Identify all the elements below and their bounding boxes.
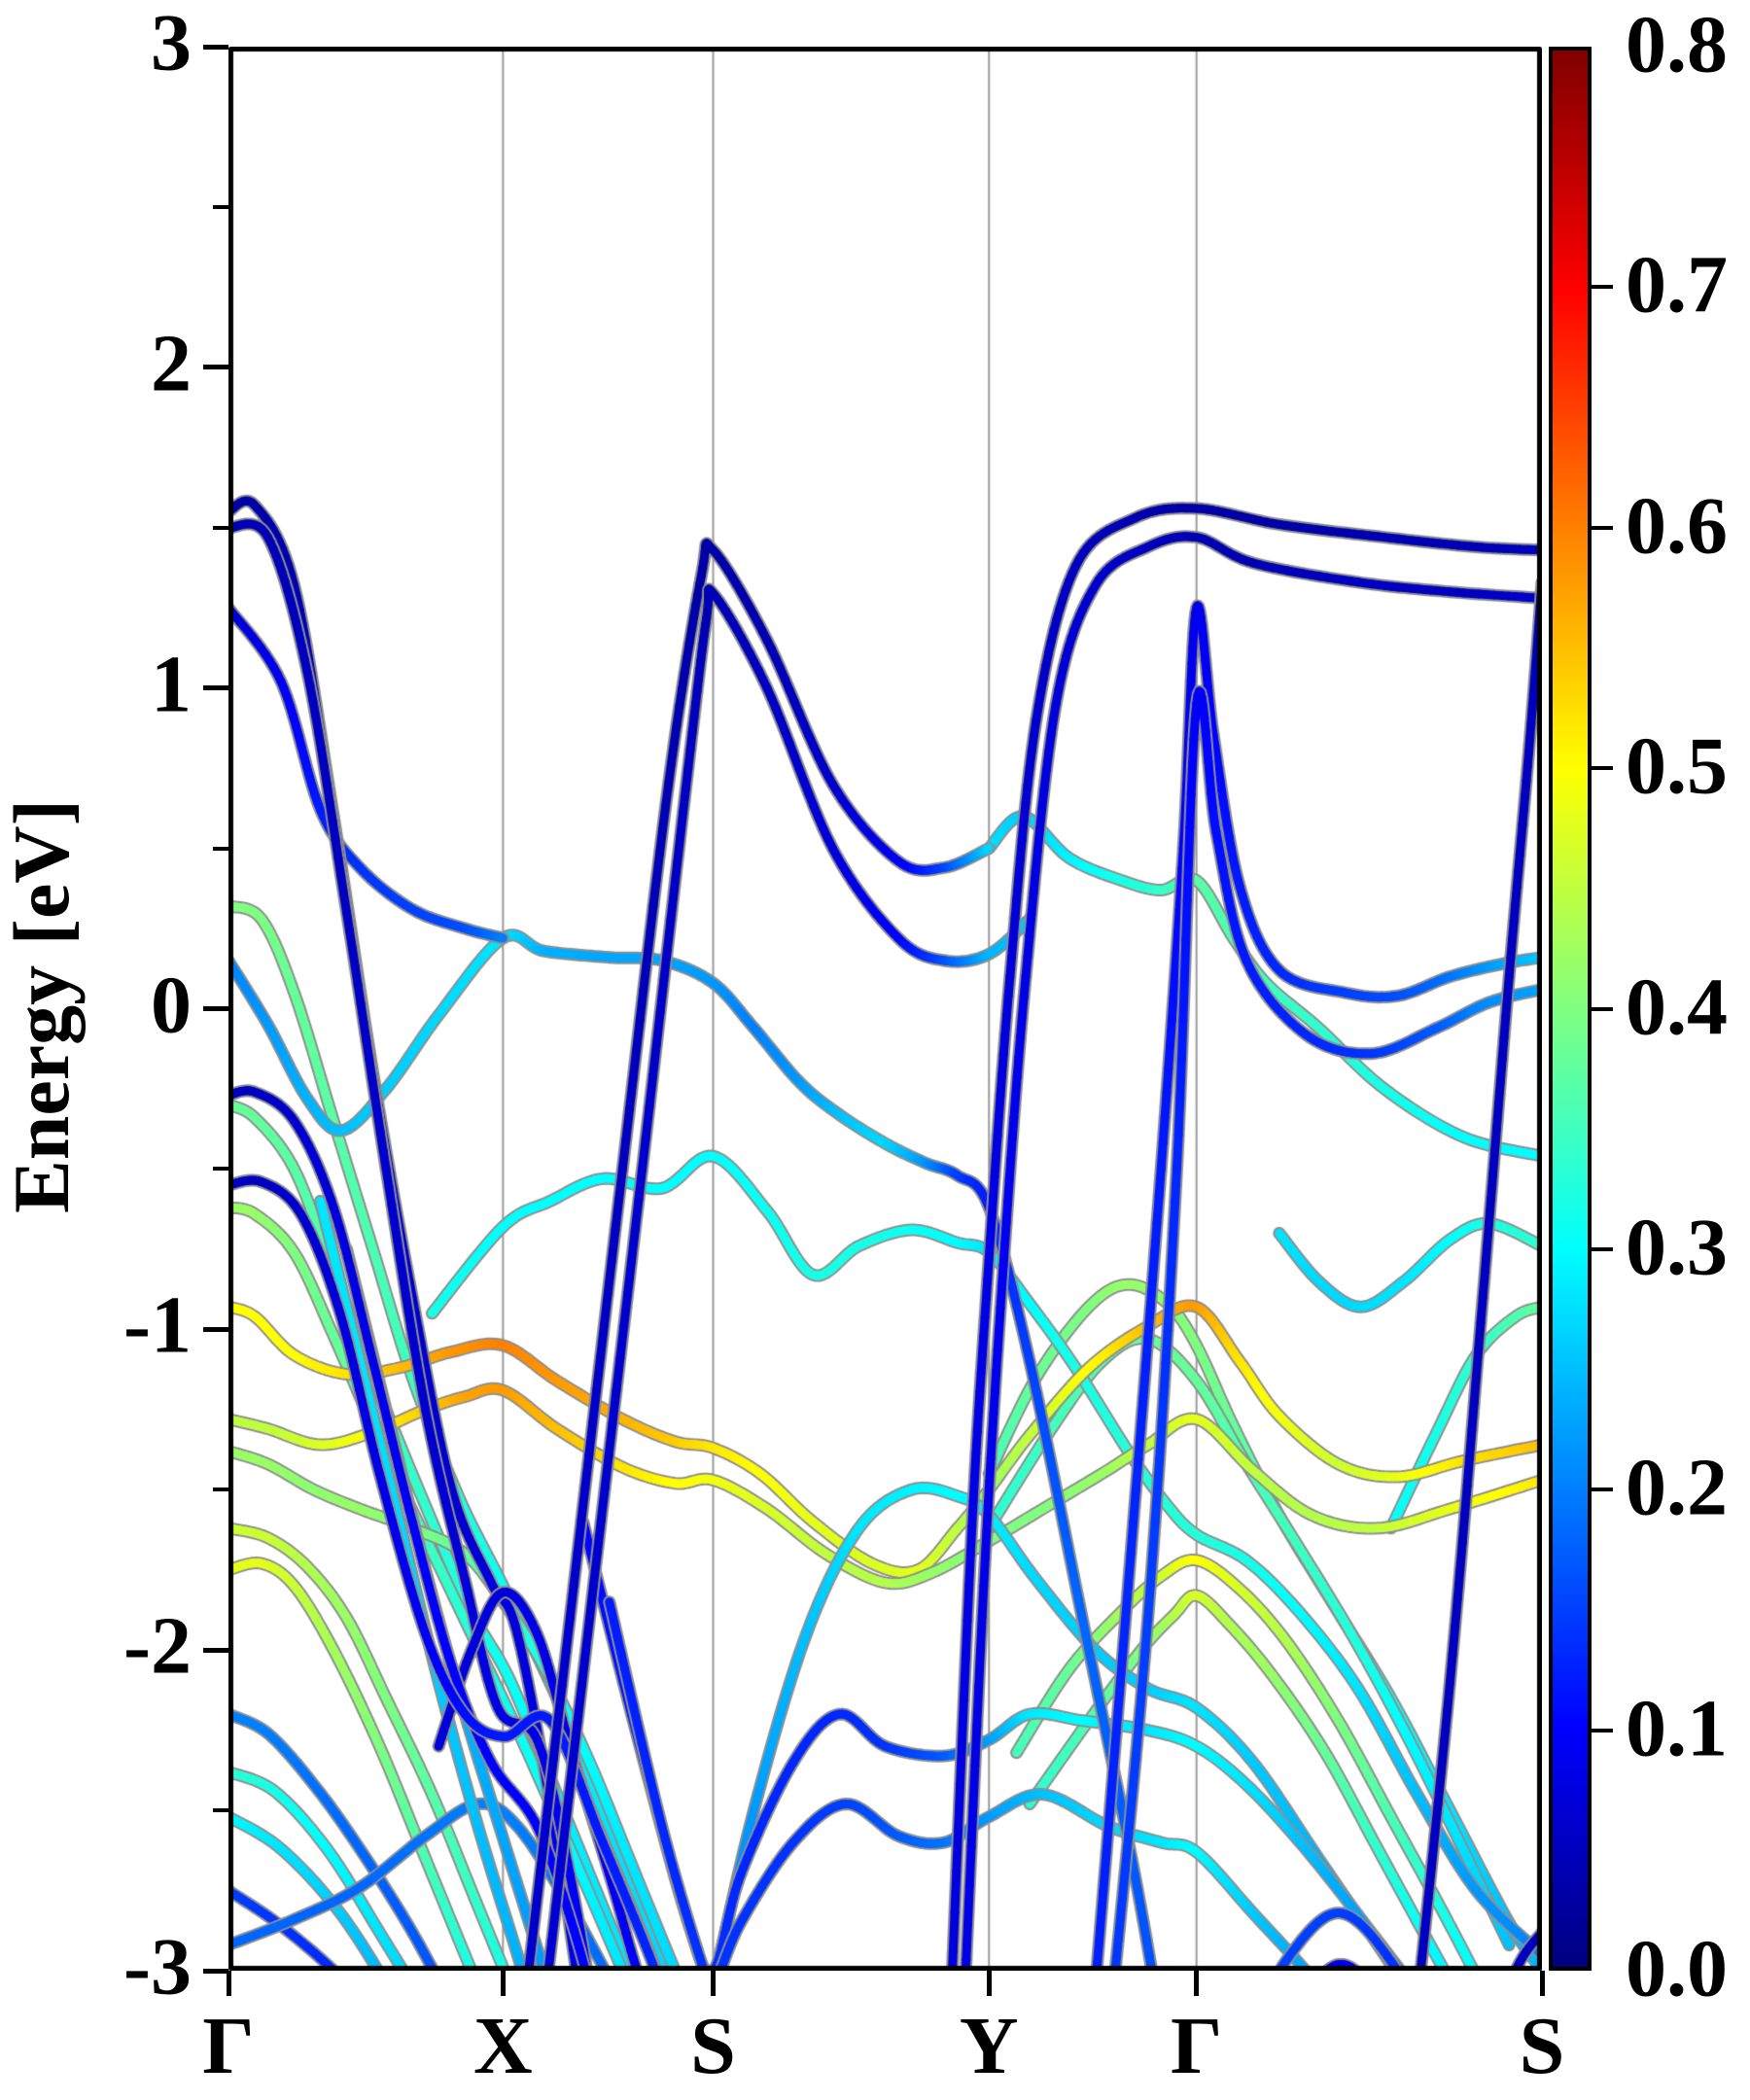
x-tick-label: S (690, 2001, 736, 2091)
colorbar (1549, 47, 1592, 1971)
y-minor-tick (213, 1808, 228, 1813)
colorbar-tick-label: 0.0 (1626, 1923, 1728, 2014)
y-tick-label: 0 (151, 960, 192, 1051)
colorbar-tick-label: 0.6 (1626, 480, 1728, 572)
x-tick-label: X (473, 2001, 533, 2091)
colorbar-tick (1592, 285, 1613, 290)
y-major-tick (203, 1968, 228, 1974)
x-major-tick (500, 1971, 506, 1996)
x-tick-label: S (1519, 2001, 1565, 2091)
y-major-tick (203, 365, 228, 370)
y-minor-tick (213, 1167, 228, 1172)
colorbar-tick (1592, 1728, 1613, 1732)
colorbar-tick (1592, 1488, 1613, 1492)
colorbar-tick-label: 0.1 (1626, 1683, 1728, 1774)
colorbar-tick-label: 0.3 (1626, 1202, 1728, 1293)
y-tick-label: -1 (123, 1279, 192, 1371)
band-structure-canvas (228, 47, 1542, 1971)
colorbar-tick (1592, 1006, 1613, 1011)
y-major-tick (203, 685, 228, 691)
y-major-tick (203, 1006, 228, 1011)
y-tick-label: -3 (123, 1921, 192, 2012)
x-major-tick (1194, 1971, 1200, 1996)
y-tick-label: 1 (151, 639, 192, 730)
colorbar-tick-label: 0.4 (1626, 962, 1728, 1053)
x-tick-label: Y (959, 2001, 1019, 2091)
colorbar-tick (1592, 1246, 1613, 1251)
y-major-tick (203, 44, 228, 50)
y-minor-tick (213, 846, 228, 851)
colorbar-tick-label: 0.5 (1626, 720, 1728, 812)
y-tick-label: -2 (123, 1600, 192, 1692)
colorbar-tick (1592, 525, 1613, 530)
y-minor-tick (213, 525, 228, 530)
x-tick-label: Γ (1170, 2001, 1223, 2091)
x-major-tick (986, 1971, 992, 1996)
colorbar-tick-label: 0.7 (1626, 239, 1728, 331)
colorbar-tick-label: 0.8 (1626, 0, 1728, 90)
y-tick-label: 2 (151, 318, 192, 409)
y-minor-tick (213, 204, 228, 209)
x-major-tick (226, 1971, 231, 1996)
y-tick-label: 3 (151, 0, 192, 88)
y-minor-tick (213, 1488, 228, 1492)
y-major-tick (203, 1647, 228, 1653)
x-tick-label: Γ (202, 2001, 255, 2091)
x-major-tick (1539, 1971, 1545, 1996)
y-major-tick (203, 1326, 228, 1332)
colorbar-tick (1592, 766, 1613, 771)
x-major-tick (711, 1971, 717, 1996)
colorbar-tick-label: 0.2 (1626, 1442, 1728, 1533)
